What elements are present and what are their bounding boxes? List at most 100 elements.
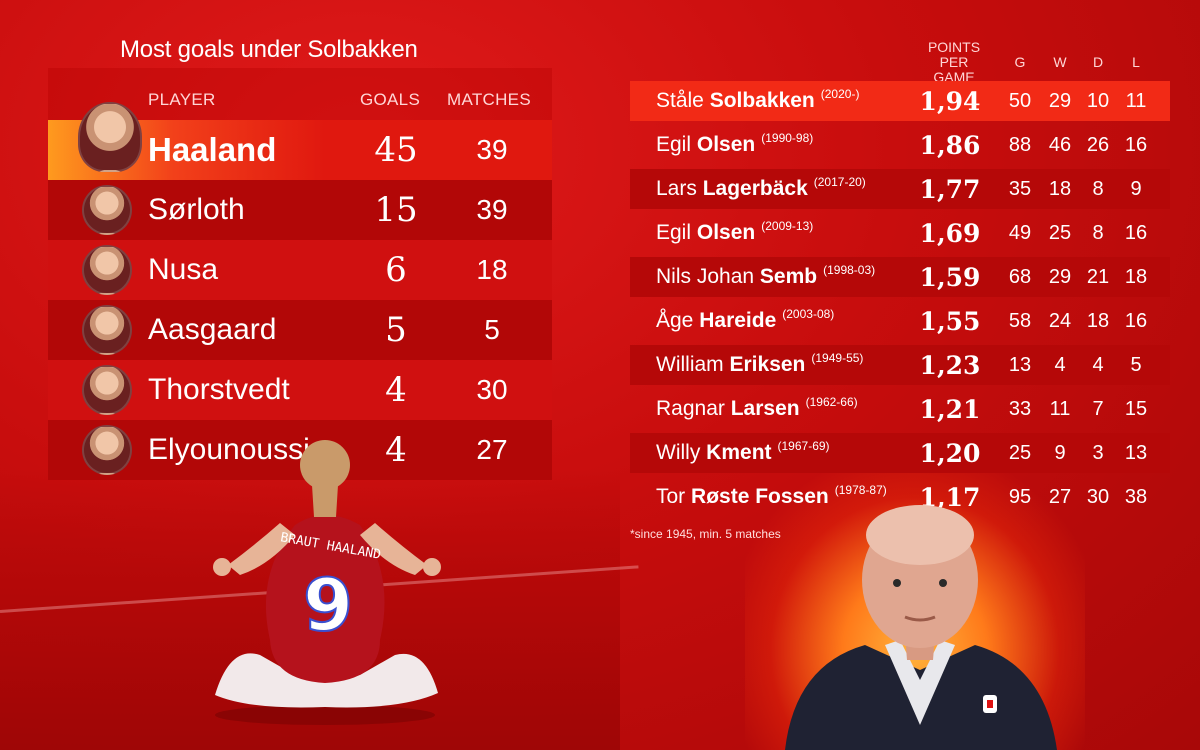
player-goals: 6 <box>385 250 407 290</box>
player-name: Elyounoussi <box>148 433 310 466</box>
scorer-row: Aasgaard 5 5 <box>48 300 552 360</box>
scorer-row: Nusa 6 18 <box>48 240 552 300</box>
coach-row: Ståle Solbakken (2020-) 1,94 50 29 10 11 <box>630 81 1170 121</box>
coach-name: Willy Kment (1967-69) <box>656 439 830 464</box>
player-matches: 27 <box>476 434 508 465</box>
coach-games: 33 <box>1008 398 1032 420</box>
player-avatar <box>78 102 142 172</box>
coach-ppg: 1,59 <box>919 263 981 292</box>
coach-wins: 9 <box>1054 442 1066 464</box>
player-goals: 45 <box>374 130 418 170</box>
coach-games: 88 <box>1008 134 1032 156</box>
coach-draws: 3 <box>1092 442 1104 464</box>
coach-wins: 24 <box>1048 310 1072 332</box>
player-matches: 30 <box>476 374 508 405</box>
header-w: W <box>1053 54 1067 70</box>
coach-wins: 18 <box>1048 178 1072 200</box>
player-avatar <box>82 185 132 235</box>
coach-name: Ragnar Larsen (1962-66) <box>656 395 858 420</box>
coach-row: Tor Røste Fossen (1978-87) 1,17 95 27 30 … <box>630 477 1170 517</box>
coach-row: William Eriksen (1949-55) 1,23 13 4 4 5 <box>630 345 1170 385</box>
coach-wins: 27 <box>1048 486 1072 508</box>
scorer-row: Sørloth 15 39 <box>48 180 552 240</box>
player-goals: 4 <box>385 370 407 410</box>
coach-games: 49 <box>1008 222 1032 244</box>
header-g: G <box>1014 54 1026 70</box>
coach-row: Åge Hareide (2003-08) 1,55 58 24 18 16 <box>630 301 1170 341</box>
coach-games: 13 <box>1008 354 1032 376</box>
coach-row: Egil Olsen (2009-13) 1,69 49 25 8 16 <box>630 213 1170 253</box>
header-ppg-line1: POINTS <box>927 39 981 55</box>
player-matches: 39 <box>476 134 508 165</box>
player-avatar <box>82 305 132 355</box>
coach-photo <box>785 505 1057 750</box>
coach-ppg: 1,86 <box>919 131 981 160</box>
header-player: PLAYER <box>148 90 216 109</box>
coach-draws: 4 <box>1092 354 1104 376</box>
coach-ppg: 1,77 <box>919 175 981 204</box>
player-goals: 5 <box>385 310 407 350</box>
footnote: *since 1945, min. 5 matches <box>630 527 781 541</box>
coach-row: Willy Kment (1967-69) 1,20 25 9 3 13 <box>630 433 1170 473</box>
coach-wins: 29 <box>1048 266 1072 288</box>
player-goals: 4 <box>385 430 407 470</box>
player-avatar <box>82 425 132 475</box>
left-table-title: Most goals under Solbakken <box>120 36 418 63</box>
coach-draws: 21 <box>1086 266 1110 288</box>
coach-draws: 30 <box>1086 486 1110 508</box>
player-avatar <box>82 245 132 295</box>
coach-draws: 10 <box>1086 90 1110 112</box>
coach-row: Lars Lagerbäck (2017-20) 1,77 35 18 8 9 <box>630 169 1170 209</box>
coach-ppg: 1,23 <box>919 351 981 380</box>
coach-wins: 25 <box>1048 222 1072 244</box>
coach-wins: 11 <box>1049 398 1071 420</box>
coach-ppg: 1,21 <box>919 395 981 424</box>
coach-games: 58 <box>1008 310 1032 332</box>
header-ppg: POINTS PER GAME <box>918 40 990 85</box>
coach-name: Tor Røste Fossen (1978-87) <box>656 483 887 508</box>
coach-name: Åge Hareide (2003-08) <box>656 307 835 332</box>
coach-losses: 16 <box>1124 222 1148 244</box>
coach-name: Egil Olsen (2009-13) <box>656 219 814 244</box>
coach-wins: 4 <box>1054 354 1066 376</box>
coach-draws: 26 <box>1086 134 1110 156</box>
coach-ppg: 1,94 <box>919 87 981 116</box>
coach-wins: 46 <box>1048 134 1072 156</box>
coach-name: Ståle Solbakken (2020-) <box>656 87 860 112</box>
coach-losses: 18 <box>1124 266 1148 288</box>
coach-games: 95 <box>1008 486 1032 508</box>
coach-games: 25 <box>1008 442 1032 464</box>
header-l: L <box>1132 54 1140 70</box>
coach-row: Ragnar Larsen (1962-66) 1,21 33 11 7 15 <box>630 389 1170 429</box>
coach-ppg: 1,69 <box>919 219 981 248</box>
player-matches: 39 <box>476 194 508 225</box>
player-goals: 15 <box>374 190 418 230</box>
coach-ppg: 1,20 <box>919 439 981 468</box>
coach-name: Nils Johan Semb (1998-03) <box>656 263 876 288</box>
coach-name: Lars Lagerbäck (2017-20) <box>656 175 866 200</box>
coach-wins: 29 <box>1048 90 1072 112</box>
coach-losses: 11 <box>1125 90 1147 112</box>
player-name: Haaland <box>148 131 277 168</box>
coach-games: 50 <box>1008 90 1032 112</box>
player-avatar <box>82 365 132 415</box>
coach-losses: 16 <box>1124 310 1148 332</box>
coach-losses: 13 <box>1124 442 1148 464</box>
coach-losses: 9 <box>1130 178 1142 200</box>
coach-name: Egil Olsen (1990-98) <box>656 131 814 156</box>
player-name: Sørloth <box>148 193 245 226</box>
player-name: Nusa <box>148 253 219 286</box>
scorer-row: Elyounoussi 4 27 <box>48 420 552 480</box>
coach-draws: 18 <box>1086 310 1110 332</box>
player-name: Aasgaard <box>148 313 277 346</box>
player-name: Thorstvedt <box>148 373 290 406</box>
scorer-row: Haaland 45 39 <box>48 102 552 180</box>
coach-draws: 8 <box>1092 222 1104 244</box>
coach-draws: 7 <box>1092 398 1104 420</box>
header-matches: MATCHES <box>447 90 531 109</box>
jersey-number: 9 <box>303 563 353 647</box>
coach-ppg: 1,55 <box>919 307 981 336</box>
player-photo: BRAUT HAALAND 9 <box>213 440 441 725</box>
coach-losses: 38 <box>1124 486 1148 508</box>
coach-name: William Eriksen (1949-55) <box>656 351 864 376</box>
